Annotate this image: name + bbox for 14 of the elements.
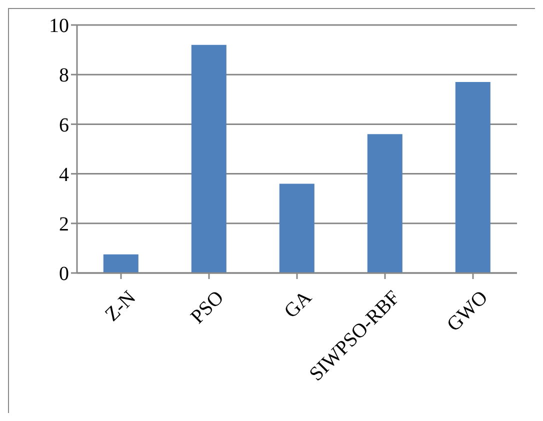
y-tick-label: 0 — [59, 263, 69, 286]
bar — [367, 134, 402, 273]
bar — [103, 254, 138, 273]
y-tick-label: 10 — [49, 15, 69, 38]
y-tick-label: 4 — [59, 164, 69, 186]
y-tick-label: 8 — [59, 64, 69, 87]
x-tick-label: Z-N — [101, 286, 140, 326]
bar — [455, 82, 490, 273]
x-tick-label: GA — [280, 286, 317, 323]
x-tick-label: PSO — [186, 286, 228, 328]
y-tick-label: 6 — [59, 114, 69, 136]
bar — [279, 184, 314, 273]
y-tick-label: 2 — [59, 214, 69, 236]
bar — [191, 44, 226, 273]
